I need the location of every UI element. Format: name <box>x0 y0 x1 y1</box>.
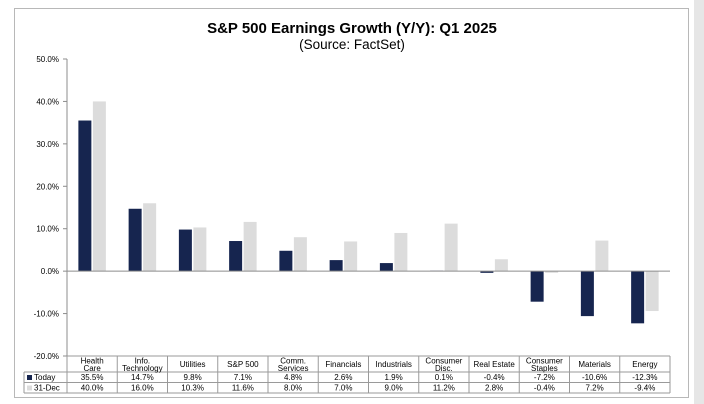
chart-subtitle: (Source: FactSet) <box>299 37 405 52</box>
bar-today <box>379 263 393 272</box>
bar-today <box>128 208 142 272</box>
bar-today <box>279 250 293 272</box>
bar-31-dec <box>545 271 559 273</box>
y-tick-label: 50.0% <box>36 55 59 64</box>
y-tick-label: -10.0% <box>34 310 59 319</box>
data-label: 11.2% <box>433 384 455 393</box>
legend-label-today: Today <box>34 373 55 382</box>
category-label: Care <box>83 364 101 373</box>
bar-today <box>480 271 494 273</box>
bar-today <box>229 241 243 272</box>
bar-today <box>631 271 645 324</box>
category-label: Real Estate <box>473 360 515 369</box>
category-label: Health <box>81 357 104 366</box>
data-label: 7.0% <box>334 384 352 393</box>
legend-key-today <box>27 375 32 380</box>
category-label: Utilities <box>180 360 206 369</box>
bar-31-dec <box>92 101 106 272</box>
category-label: Materials <box>578 360 610 369</box>
bar-31-dec <box>494 259 508 272</box>
bar-31-dec <box>645 271 659 312</box>
y-tick-label: 40.0% <box>36 97 59 106</box>
data-label: 1.9% <box>385 373 403 382</box>
bar-31-dec <box>243 221 257 272</box>
data-label: -0.4% <box>534 384 555 393</box>
data-label: 7.2% <box>586 384 604 393</box>
chart-frame <box>14 8 689 398</box>
data-label: 2.8% <box>485 384 503 393</box>
data-label: -12.3% <box>632 373 657 382</box>
category-label: Info. <box>135 357 151 366</box>
category-label: Technology <box>122 364 162 373</box>
chart-title: S&P 500 Earnings Growth (Y/Y): Q1 2025 <box>207 20 497 37</box>
data-label: 11.6% <box>232 384 254 393</box>
data-label: 9.0% <box>385 384 403 393</box>
data-label: 35.5% <box>81 373 104 382</box>
data-label: 8.0% <box>284 384 302 393</box>
bar-31-dec <box>143 203 157 272</box>
bar-31-dec <box>595 240 609 272</box>
data-label: 4.8% <box>284 373 302 382</box>
category-label: Consumer <box>425 357 462 366</box>
category-label: Comm. <box>280 357 306 366</box>
bar-today <box>329 260 343 272</box>
category-label: Consumer <box>526 357 563 366</box>
bar-31-dec <box>444 223 458 272</box>
bar-today <box>530 271 544 302</box>
y-tick-label: 20.0% <box>36 182 59 191</box>
legend-key-31-dec <box>27 385 32 391</box>
bar-31-dec <box>394 232 408 272</box>
bar-31-dec <box>193 227 207 272</box>
category-label: Services <box>278 364 309 373</box>
bar-today <box>78 120 92 272</box>
bar-31-dec <box>293 237 307 272</box>
data-label: 9.8% <box>184 373 202 382</box>
y-tick-label: -20.0% <box>34 352 59 361</box>
bar-today <box>178 229 192 272</box>
data-label: -7.2% <box>534 373 555 382</box>
window-edge <box>694 0 704 404</box>
category-label: Industrials <box>375 360 411 369</box>
bar-31-dec <box>344 241 358 272</box>
data-label: -9.4% <box>634 384 655 393</box>
category-label: Disc. <box>435 364 453 373</box>
data-label: 14.7% <box>131 373 154 382</box>
bar-today <box>580 271 594 317</box>
category-label: Energy <box>632 360 657 369</box>
y-tick-label: 30.0% <box>36 140 59 149</box>
data-label: 2.6% <box>334 373 352 382</box>
y-tick-label: 0.0% <box>41 267 59 276</box>
data-label: -10.6% <box>582 373 607 382</box>
y-tick-label: 10.0% <box>36 225 59 234</box>
category-label: S&P 500 <box>227 360 259 369</box>
data-label: 10.3% <box>181 384 204 393</box>
category-label: Financials <box>325 360 361 369</box>
category-label: Staples <box>531 364 558 373</box>
data-label: -0.4% <box>484 373 505 382</box>
data-label: 0.1% <box>435 373 453 382</box>
data-label: 40.0% <box>81 384 104 393</box>
data-label: 7.1% <box>234 373 252 382</box>
data-label: 16.0% <box>131 384 154 393</box>
legend-label-31-dec: 31-Dec <box>34 384 60 393</box>
